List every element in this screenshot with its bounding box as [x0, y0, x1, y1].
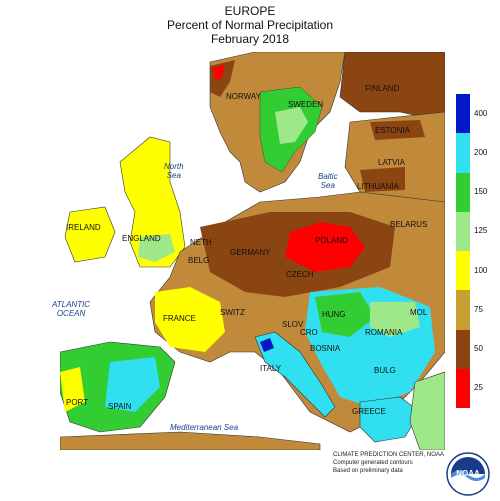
label-cro: CRO — [300, 328, 318, 337]
label-port: PORT — [66, 398, 89, 407]
label-romania: ROMANIA — [365, 328, 403, 337]
label-slov: SLOV — [282, 320, 304, 329]
label-bosnia: BOSNIA — [310, 344, 341, 353]
zone-norway-red — [213, 64, 225, 80]
label-poland: POLAND — [315, 236, 348, 245]
zone-england-wet — [138, 234, 175, 262]
label-finland: FINLAND — [365, 84, 400, 93]
label-switz: SWITZ — [220, 308, 245, 317]
label-czech: CZECH — [286, 270, 314, 279]
legend-tick-label: 200 — [474, 147, 488, 157]
legend-swatch — [456, 133, 470, 173]
legend-tick-label: 25 — [474, 383, 483, 393]
title-metric: Percent of Normal Precipitation — [166, 18, 334, 32]
label-neth: NETH — [190, 238, 212, 247]
zone-lithuania-dry — [360, 167, 405, 192]
land-north-africa — [60, 431, 321, 450]
label-estonia: ESTONIA — [375, 126, 410, 135]
credit-line-2: Computer generated contours — [333, 460, 413, 466]
label-germany: GERMANY — [230, 248, 271, 257]
zone-sweden-near — [275, 107, 308, 144]
legend-swatch — [456, 94, 470, 134]
label-spain: SPAIN — [108, 402, 132, 411]
legend-tick-label: 400 — [474, 108, 488, 118]
legend-tick-label: 50 — [474, 344, 483, 354]
mediterranean-sea-label: Mediterranean Sea — [170, 423, 239, 432]
land-finland — [339, 52, 445, 123]
zone-italy — [254, 331, 336, 418]
label-hung: HUNG — [322, 310, 346, 319]
label-belarus: BELARUS — [390, 220, 428, 229]
label-greece: GREECE — [352, 407, 386, 416]
noaa-logo-text: NOAA — [456, 469, 480, 478]
legend-swatch — [456, 172, 470, 212]
label-lithuania: LITHUANIA — [357, 182, 399, 191]
land-greece — [359, 396, 421, 443]
legend-swatch — [456, 211, 470, 251]
zone-poland-very-dry — [285, 222, 365, 272]
zone-france-near — [155, 287, 225, 352]
zone-romania-wet — [370, 302, 420, 337]
title-region: EUROPE — [224, 4, 276, 18]
legend-swatch — [456, 368, 470, 408]
label-norway: NORWAY — [226, 92, 261, 101]
zone-portugal-near — [60, 367, 85, 412]
zone-balkans-wet — [315, 292, 375, 337]
precipitation-map: North Sea Baltic Sea ATLANTIC OCEAN Mediter… — [52, 52, 445, 450]
map-canvas — [60, 52, 445, 450]
label-ireland: IRELAND — [66, 223, 101, 232]
label-italy: ITALY — [260, 364, 282, 373]
label-latvia: LATVIA — [378, 158, 405, 167]
zone-estonia-dry — [370, 120, 425, 140]
baltic-sea-label: Baltic Sea — [318, 172, 338, 190]
credit-line-3: Based on preliminary data — [333, 468, 403, 474]
north-sea-label: North Sea — [164, 162, 184, 180]
legend-swatch — [456, 251, 470, 291]
label-mol: MOL — [410, 308, 428, 317]
land-ireland — [64, 206, 116, 263]
legend-tick-label: 125 — [474, 226, 488, 236]
zone-italy-extreme — [260, 338, 274, 352]
atlantic-ocean-label: ATLANTIC OCEAN — [52, 300, 91, 318]
label-france: FRANCE — [163, 314, 196, 323]
label-england: ENGLAND — [122, 234, 161, 243]
zone-spain-very-wet — [105, 357, 160, 412]
title-period: February 2018 — [210, 32, 290, 46]
legend-tick-label: 75 — [474, 304, 483, 314]
label-bulg: BULG — [374, 366, 396, 375]
credit-line-1: CLIMATE PREDICTION CENTER, NOAA — [333, 452, 444, 458]
noaa-logo-icon: NOAA — [446, 452, 490, 496]
legend-swatch — [456, 290, 470, 330]
legend-swatch — [456, 329, 470, 369]
legend-tick-label: 100 — [474, 265, 488, 275]
land-turkey — [409, 371, 445, 450]
label-sweden: SWEDEN — [288, 100, 324, 109]
legend-tick-label: 150 — [474, 187, 488, 197]
label-belg: BELG — [188, 256, 210, 265]
map-title: EUROPE Percent of Normal Precipitation F… — [0, 4, 500, 46]
precip-legend: 400 200 150 125 100 75 50 25 — [456, 94, 487, 408]
